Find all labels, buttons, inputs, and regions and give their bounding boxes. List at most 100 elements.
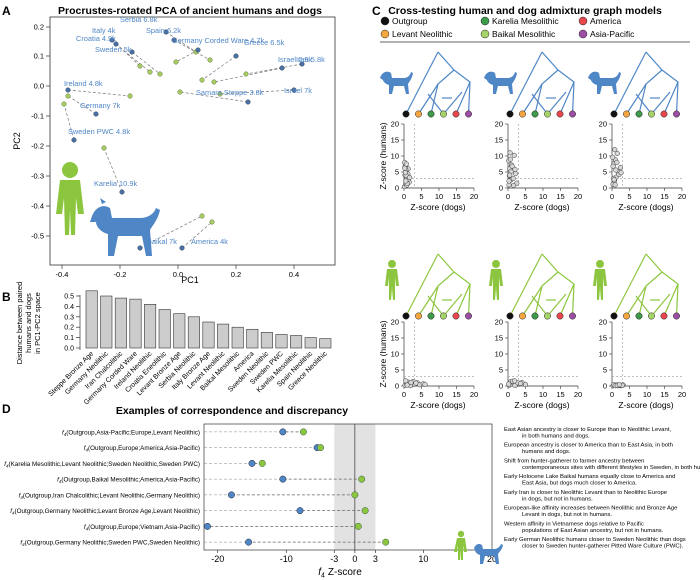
panel-c-xtick-label: 15 [452,390,460,399]
pair-connector [103,147,123,193]
dog-point [171,37,177,43]
graph-leaf-marker [427,110,435,118]
dog-point [163,29,169,35]
distance-bar [158,309,171,349]
human-zscore-point [358,475,366,483]
panel-c-xlabel: Z-score (dogs) [618,202,673,212]
graph-leaf-marker [531,110,539,118]
f4-statistic-label: f4(Outgroup,Europe;Vietnam,Asia-Pacific) [84,524,200,532]
distance-bar [217,323,230,349]
zscore-point [613,167,619,173]
panel-c-xtick-label: 10 [435,192,443,201]
panel-a-ylabel: PC2 [12,132,22,150]
zscore-point [511,152,517,158]
human-zscore-point [258,459,266,467]
panel-c-xtick-label: 10 [643,192,651,201]
distance-bar [85,290,98,349]
panel-c-ytick-label: 20 [391,120,399,129]
human-zscore-point [382,538,390,546]
distance-bar [114,297,127,349]
panel-a-xtick-label: -0.2 [114,270,127,279]
panel-c-xtick-label: 20 [678,390,686,399]
pair-connector [213,67,283,83]
panel-b-yticks: 0.0 0.1 0.2 0.3 0.4 0.5 [64,294,80,353]
panel-d-xtick-label: 10 [418,554,428,564]
graph-leaf-marker [440,110,447,118]
pair-connector [181,221,213,249]
panel-a-ytick-label: 0.0 [34,82,44,91]
panel-c-xtick-label: 0 [402,390,406,399]
pca-point-label: Greece 6.5k [244,38,285,47]
dog-zscore-point [203,522,211,530]
panel-c-xtick-label: 0 [610,390,614,399]
graph-leaf-marker [556,312,564,320]
admixture-graph [613,253,679,317]
panel-a: Procrustes-rotated PCA of ancient humans… [12,5,336,285]
distance-bar [173,313,186,349]
panel-c-xlabel: Z-score (dogs) [514,400,569,410]
pca-point-label: Germany Corded Ware 4.7k [172,36,264,45]
legend-label: Asia-Pacific [590,29,635,39]
panel-d-xtick-label: -10 [280,554,293,564]
panel-a-xlabel: PC1 [181,275,199,285]
legend-marker [480,16,490,26]
distance-bar [260,332,273,349]
panel-label-d: D [2,402,11,416]
zscore-point [408,379,414,386]
pca-point-label: Karelia 10.9k [94,179,137,188]
panel-c-ytick-label: 5 [603,168,607,177]
panel-c-xtick-label: 20 [470,192,478,201]
f4-description: Western affinity in Vietnamese dogs rela… [504,521,664,534]
pca-point-label: Germany 7k [80,101,121,110]
zscore-point [404,382,410,388]
pca-point-label: Samara Steppe 3.8k [196,88,264,97]
f4-statistic-label: f4(Outgroup,Baikal Mesolithic;America,As… [57,477,200,485]
dog-point [71,137,77,143]
zscore-point [407,174,413,180]
panel-c-ytick-label: 5 [395,168,399,177]
panel-c-ylabel: Z-score (humans) [378,320,388,387]
pair-connector [115,43,151,73]
zscore-point [507,156,514,162]
panel-b-ytick-label: 0.3 [64,314,74,321]
graph-leaf-marker [569,312,576,320]
panel-b: 0.0 0.1 0.2 0.3 0.4 0.5 Steppe Bronze AgeGerm… [15,282,332,406]
human-zscore-point [299,428,307,436]
human-point [211,79,217,85]
panel-d-frame [203,423,493,551]
zscore-point [510,175,516,181]
panel-c-xtick-label: 20 [574,192,582,201]
panel-a-xticks: -0.4 -0.2 0.0 0.2 0.4 [56,265,299,279]
pair-connector [63,103,75,141]
human-small-icon [454,530,467,560]
panel-c-xtick-label: 5 [419,390,423,399]
panel-b-ytick-label: 0.5 [64,294,74,301]
dog-point [233,53,239,59]
panel-b-ytick-label: 0.0 [64,346,74,353]
f4-statistic-label: f4(Outgroup,Iran Chalcolithic;Levant Neo… [19,492,200,500]
panel-d-row-labels: f4(Outgroup,Asia-Pacific;Europe,Levant N… [4,429,200,547]
graph-leaf-marker [610,312,618,320]
f4-description: Shift from hunter-gatherer to farmer anc… [504,458,700,471]
panel-c-xtick-label: 0 [506,192,510,201]
panel-c-xtick-label: 0 [506,390,510,399]
panel-c-ytick-label: 5 [499,366,503,375]
panel-c-xtick-label: 5 [523,192,527,201]
distance-bar [144,304,157,349]
panel-c-ytick-label: 0 [499,184,503,193]
graph-leaf-marker [635,312,643,320]
panel-c-ytick-label: 0 [603,184,607,193]
pair-connector [179,91,249,103]
graph-leaf-marker [635,110,643,118]
panel-c-ytick-label: 10 [391,350,399,359]
panel-c-xlabel: Z-score (dogs) [514,202,569,212]
panel-c-xtick-label: 15 [556,390,564,399]
panel-b-ytick-label: 0.1 [64,335,74,342]
dog-point [93,111,99,117]
panel-c-ytick-label: 20 [599,318,607,327]
f4-description: Early Holocene Lake Baikal humans equall… [504,474,675,487]
graph-leaf-marker [544,110,551,118]
panel-c-xtick-label: 0 [402,192,406,201]
panel-c-ytick-label: 15 [599,136,607,145]
